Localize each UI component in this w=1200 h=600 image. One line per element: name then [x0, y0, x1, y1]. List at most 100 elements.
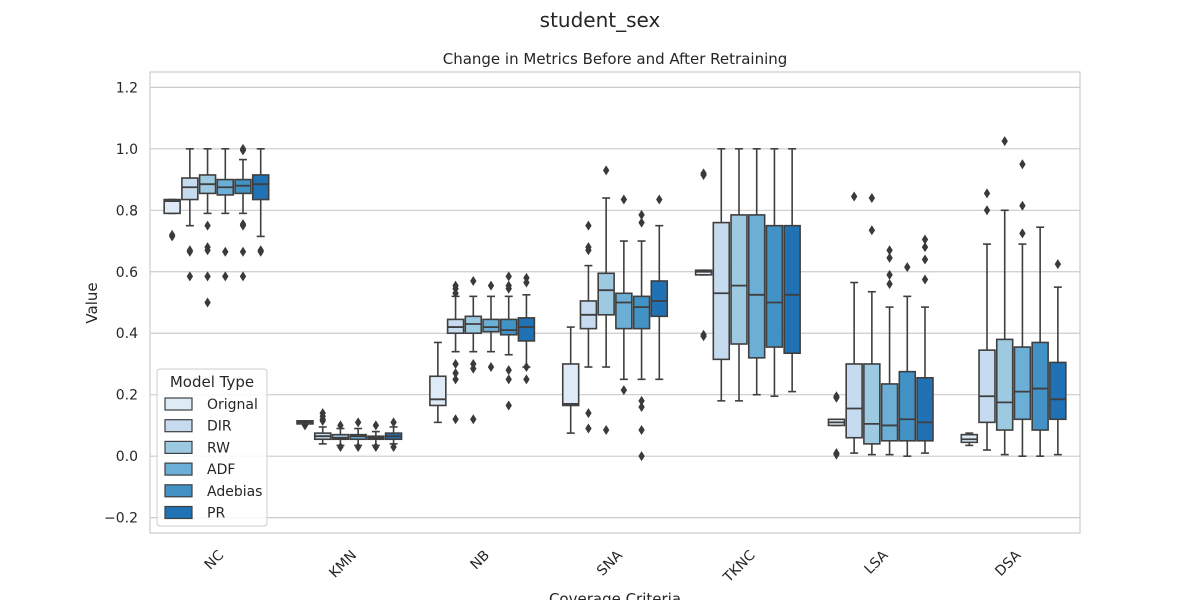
y-axis-label: Value [83, 282, 101, 323]
outlier-point [239, 220, 247, 231]
outlier-point [700, 168, 707, 179]
box-pr [916, 376, 934, 442]
outlier-point [585, 408, 592, 419]
box-adf [880, 383, 899, 442]
outlier-point [638, 217, 645, 228]
outlier-point [204, 271, 211, 282]
outlier-point [886, 245, 893, 256]
x-axis-label: Coverage Criteria [549, 590, 681, 600]
box-rw [995, 338, 1014, 431]
outlier-point [1054, 259, 1062, 270]
legend-title: Model Type [170, 373, 254, 391]
legend-label: PR [207, 506, 225, 522]
box-group-tknc [694, 148, 801, 402]
box-dir [181, 177, 199, 201]
box-group-sna [561, 165, 669, 462]
outlier-point [585, 423, 592, 434]
box-rw [597, 272, 615, 316]
legend-swatch [164, 397, 193, 411]
outlier-point [833, 448, 840, 459]
legend-label: ADF [207, 462, 235, 478]
outlier-point [505, 400, 512, 411]
box-group-kmn [296, 408, 403, 452]
outlier-point [523, 362, 530, 373]
outlier-point [372, 441, 380, 452]
legend-label: DIR [207, 419, 232, 435]
outlier-point [983, 205, 991, 216]
y-tick-label: 1.0 [116, 142, 138, 158]
outlier-point [1001, 136, 1008, 147]
chart-title: Change in Metrics Before and After Retra… [443, 50, 788, 68]
outlier-point [868, 193, 876, 204]
box-groups [163, 136, 1067, 462]
y-tick-label: 0.6 [116, 265, 138, 281]
outlier-point [638, 401, 645, 412]
outlier-point [204, 220, 211, 231]
box-orignal [429, 375, 447, 407]
outlier-point [921, 254, 929, 265]
legend-item-pr: PR [164, 505, 225, 522]
outlier-point [700, 329, 707, 340]
outlier-point [921, 234, 929, 245]
box-adf [747, 214, 766, 359]
legend-item-adf: ADF [164, 462, 235, 478]
box-orignal [163, 198, 181, 215]
legend-swatch [164, 462, 193, 476]
outlier-point [470, 414, 477, 425]
outlier-point [585, 242, 592, 253]
legend-swatch [164, 505, 193, 520]
box-pr [1049, 361, 1067, 421]
outlier-point [904, 262, 911, 273]
outlier-point [257, 245, 264, 256]
outlier-point [239, 145, 247, 156]
x-tick-label-lsa: LSA [861, 547, 891, 577]
outlier-point [390, 417, 397, 428]
outlier-point [337, 441, 344, 452]
outlier-point [833, 391, 840, 402]
plot-area-frame [149, 71, 1081, 534]
legend-swatch [164, 419, 193, 433]
box-adf [615, 292, 633, 330]
box-orignal [561, 363, 580, 407]
box-adebias [898, 370, 917, 442]
outlier-point [656, 194, 663, 205]
outlier-point [222, 246, 229, 257]
box-adebias [1031, 341, 1049, 431]
figure-suptitle: student_sex [540, 8, 661, 32]
outlier-point [487, 280, 495, 291]
box-dir [712, 221, 731, 361]
box-pr [251, 174, 270, 201]
outlier-point [505, 283, 512, 294]
outlier-point [452, 374, 459, 385]
box-rw [730, 214, 748, 345]
box-adebias [499, 318, 518, 336]
legend-item-rw: RW [164, 440, 230, 456]
outlier-point [638, 451, 645, 462]
outlier-point [850, 191, 858, 202]
outlier-point [886, 269, 893, 280]
y-tick-label: 0.2 [116, 388, 138, 404]
outlier-point [983, 188, 991, 199]
outlier-point [354, 441, 362, 452]
box-group-dsa [960, 136, 1067, 457]
box-group-lsa [827, 191, 934, 460]
outlier-point [470, 275, 477, 286]
outlier-point [452, 414, 459, 425]
outlier-point [638, 425, 645, 436]
legend-swatch [164, 440, 193, 454]
box-dir [845, 363, 863, 439]
box-pr [783, 224, 801, 355]
outlier-point [487, 362, 495, 373]
x-tick-label-kmn: KMN [326, 548, 360, 582]
outlier-point [505, 271, 512, 282]
outlier-point [921, 274, 929, 285]
legend-item-adebias: Adebias [164, 484, 262, 500]
box-adebias [632, 295, 651, 330]
outlier-point [204, 297, 211, 308]
box-pr [517, 317, 536, 342]
x-tick-label-nb: NB [467, 548, 493, 574]
box-rw [863, 363, 881, 445]
outlier-point [523, 277, 530, 288]
outlier-point [638, 209, 645, 220]
